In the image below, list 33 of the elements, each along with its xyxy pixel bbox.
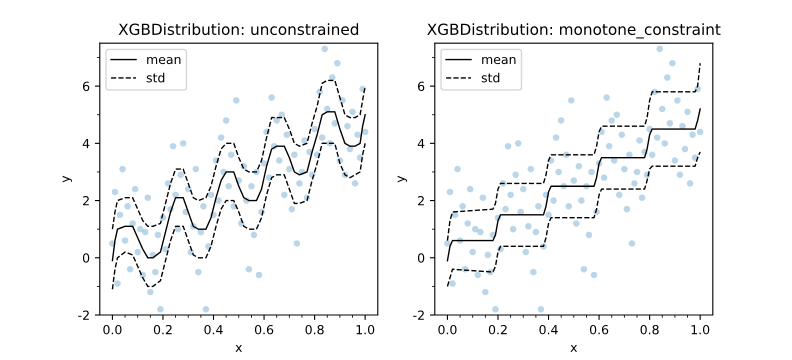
line-series: [446, 151, 701, 288]
x-tick-label: 0.4: [539, 324, 558, 334]
y-tick-label: 6: [82, 82, 90, 92]
x-tick-label: 0.0: [103, 324, 122, 334]
x-tick-label: 0.6: [590, 324, 608, 334]
y-tick-label: 4: [418, 138, 424, 148]
x-tick-label: 0.4: [204, 324, 223, 334]
legend-label: mean: [147, 56, 180, 64]
y-tick-label: -2: [413, 310, 424, 320]
x-tick-label: 0.2: [488, 324, 507, 334]
y-tick-label: 0: [418, 253, 424, 263]
legend-label: std: [146, 72, 164, 82]
y-tick-label: 2: [418, 196, 424, 206]
y-tick-label: 0: [82, 253, 90, 263]
y-tick-label: 4: [82, 138, 90, 148]
chart-title: XGBDistribution: unconstrained: [118, 23, 358, 36]
x-tick-label: 0.0: [438, 324, 457, 334]
x-tick-label: 1.0: [356, 324, 374, 334]
x-tick-label: 0.8: [640, 324, 659, 334]
x-tick-label: 0.2: [154, 324, 172, 334]
y-tick-label: 6: [418, 82, 424, 92]
x-axis-title: x: [570, 345, 578, 352]
x-tick-label: 0.8: [305, 324, 324, 334]
legend-label: std: [482, 72, 500, 82]
y-tick-label: 2: [83, 196, 89, 206]
chart-title: XGBDistribution: monotone_constraint: [427, 23, 721, 38]
legend-label: mean: [482, 56, 516, 64]
x-axis-title: x: [235, 345, 242, 352]
x-tick-label: 1.0: [692, 324, 710, 334]
y-tick-label: -2: [78, 310, 89, 320]
y-axis-title: y: [62, 176, 72, 182]
x-tick-label: 0.6: [254, 324, 274, 334]
y-axis-title: y: [398, 176, 408, 182]
